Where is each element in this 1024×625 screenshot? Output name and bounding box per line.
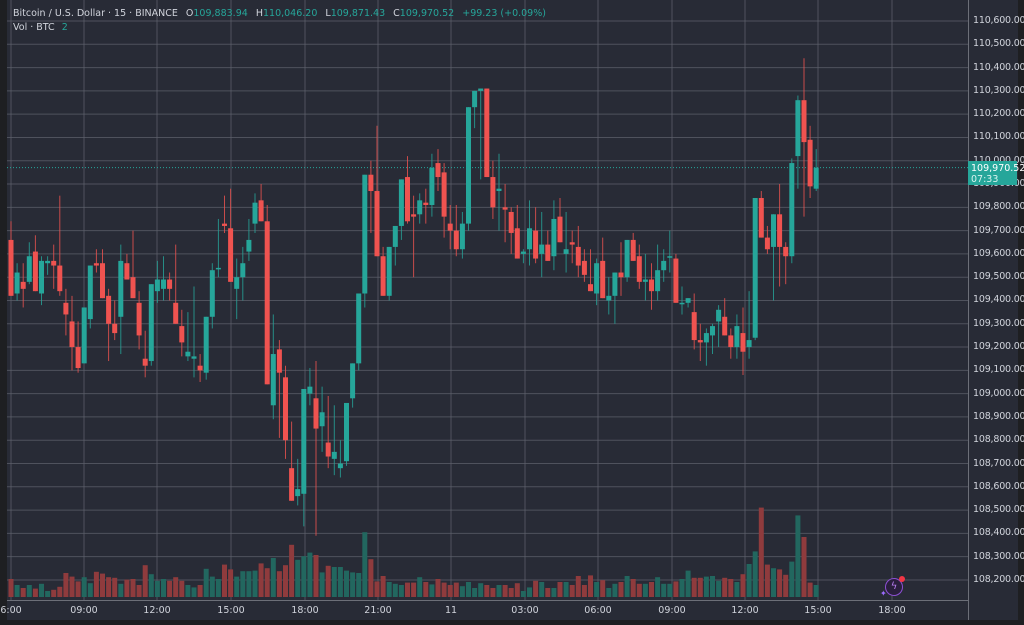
low-value: 109,871.43 xyxy=(330,8,386,19)
time-tick-label: 11 xyxy=(444,605,458,616)
price-tick-label: 108,600.00 xyxy=(973,480,1024,492)
symbol-title[interactable]: Bitcoin / U.S. Dollar · 15 · BINANCE xyxy=(13,8,178,19)
price-tick-label: 110,600.00 xyxy=(973,15,1024,26)
time-tick-label: 15:00 xyxy=(804,605,832,616)
volume-label: Vol · BTC xyxy=(13,22,55,33)
price-tick-label: 108,900.00 xyxy=(973,410,1024,422)
last-price-marker: 109,970.52 07:33 xyxy=(968,161,1024,185)
price-tick-label: 109,100.00 xyxy=(973,364,1024,376)
price-tick-label: 108,800.00 xyxy=(973,434,1024,446)
price-tick-label: 108,500.00 xyxy=(973,504,1024,516)
price-tick-label: 109,700.00 xyxy=(973,224,1024,236)
price-tick-label: 108,200.00 xyxy=(973,573,1024,585)
close-value: 109,970.52 xyxy=(399,8,455,19)
close-label: C xyxy=(393,8,400,19)
notification-dot-icon xyxy=(899,576,905,582)
bolt-icon: ϟ xyxy=(890,581,898,592)
time-tick-label: 21:00 xyxy=(364,605,392,616)
time-tick-label: 15:00 xyxy=(217,605,245,616)
volume-value: 2 xyxy=(61,22,68,33)
time-tick-label: 09:00 xyxy=(70,605,98,616)
price-tick-label: 109,200.00 xyxy=(973,341,1024,353)
price-tick-label: 109,000.00 xyxy=(973,387,1024,399)
time-tick-label: 09:00 xyxy=(658,605,686,616)
time-axis[interactable]: 6:00 09:00 12:00 15:00 18:00 21:00 11 03:00 06:0… xyxy=(0,600,968,621)
time-tick-label: 18:00 xyxy=(878,605,906,616)
time-tick-label: 6:00 xyxy=(0,605,22,616)
time-tick-label: 12:00 xyxy=(143,605,171,616)
price-tick-label: 110,400.00 xyxy=(973,61,1024,73)
time-tick-label: 12:00 xyxy=(731,605,759,616)
high-label: H xyxy=(255,8,263,19)
low-label: L xyxy=(325,8,331,19)
price-tick-label: 108,300.00 xyxy=(973,550,1024,562)
price-tick-label: 110,000.00 xyxy=(973,155,1024,166)
time-tick-label: 18:00 xyxy=(291,605,319,616)
open-value: 109,883.94 xyxy=(193,8,248,19)
lightning-badge-icon[interactable]: ϟ ✦ xyxy=(880,576,905,598)
price-tick-label: 108,400.00 xyxy=(973,527,1024,539)
window-edge xyxy=(0,0,7,625)
price-tick-label: 109,300.00 xyxy=(973,317,1024,329)
price-tick-label: 109,800.00 xyxy=(973,201,1024,213)
price-tick-label: 110,500.00 xyxy=(973,38,1024,50)
price-tick-label: 110,200.00 xyxy=(973,108,1024,120)
high-value: 110,046.20 xyxy=(262,8,318,19)
sparkle-icon: ✦ xyxy=(880,589,887,598)
price-tick-label: 110,300.00 xyxy=(973,84,1024,96)
change-value: +99.23 (+0.09%) xyxy=(462,8,546,19)
time-tick-label: 03:00 xyxy=(511,605,539,616)
price-tick-label: 108,700.00 xyxy=(973,457,1024,469)
ohlc-legend-row[interactable]: Bitcoin / U.S. Dollar · 15 · BINANCE O10… xyxy=(13,7,546,21)
chart-legend: Bitcoin / U.S. Dollar · 15 · BINANCE O10… xyxy=(13,7,546,35)
price-chart-plot[interactable] xyxy=(7,0,968,600)
last-price-value: 109,970.52 xyxy=(971,163,1024,174)
price-tick-label: 109,600.00 xyxy=(973,247,1024,259)
bar-countdown: 07:33 xyxy=(971,174,999,185)
open-label: O xyxy=(185,8,194,19)
price-tick-label: 109,500.00 xyxy=(973,271,1024,283)
time-tick-label: 06:00 xyxy=(584,605,612,616)
volume-legend-row[interactable]: Vol · BTC 2 xyxy=(13,21,546,35)
price-tick-label: 109,400.00 xyxy=(973,294,1024,306)
footer-edge xyxy=(0,620,1024,625)
price-axis[interactable]: 110,600.00 110,500.00 110,400.00 110,300.00… xyxy=(968,0,1024,620)
price-tick-label: 110,100.00 xyxy=(973,131,1024,143)
